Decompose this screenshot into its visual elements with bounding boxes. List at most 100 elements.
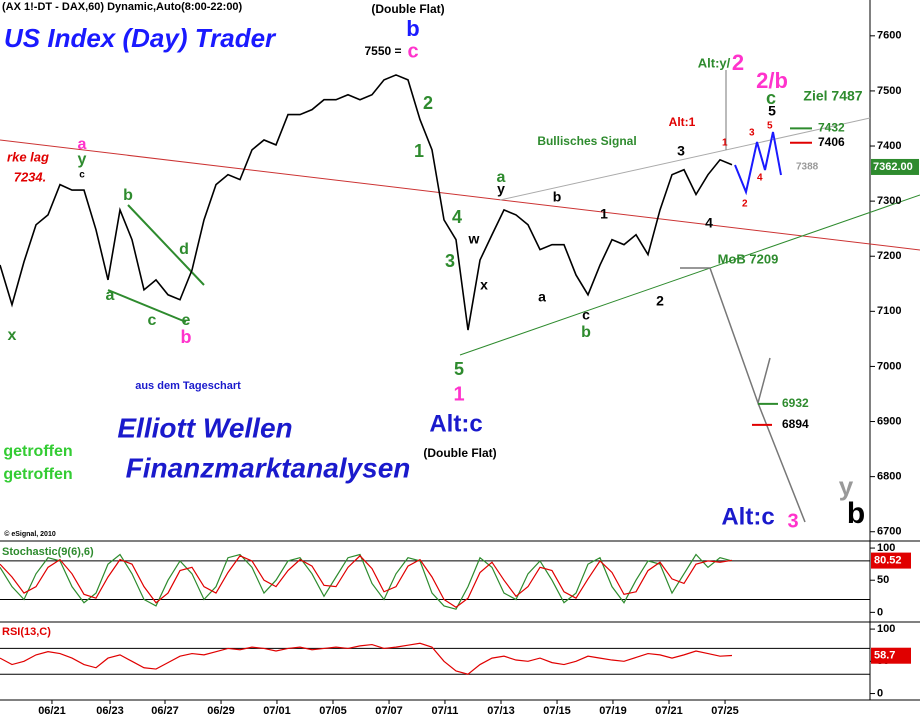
x-tick-label: 07/15 <box>543 705 571 717</box>
price-line <box>0 74 733 331</box>
y-tick-label: 100 <box>877 542 895 554</box>
annotation: w <box>468 231 480 247</box>
projection <box>680 267 771 406</box>
annotation: a <box>497 169 506 186</box>
y-tick-label: 50 <box>877 574 889 586</box>
y-tick-label: 7400 <box>877 140 901 152</box>
annotation: 4 <box>705 215 713 231</box>
annotation: 2 <box>423 93 433 113</box>
projection <box>757 402 806 523</box>
osc-line <box>0 553 733 610</box>
annotation: c <box>79 170 85 181</box>
annotation: y <box>839 471 854 501</box>
x-tick-label: 06/23 <box>96 705 124 717</box>
annotation: Alt:c <box>721 503 774 530</box>
annotation: c <box>148 312 157 329</box>
annotation: (Double Flat) <box>371 2 444 16</box>
last-value-box <box>871 552 911 569</box>
annotation: d <box>179 241 189 258</box>
annotation: e <box>182 312 191 329</box>
label: 5 <box>767 121 773 132</box>
x-tick-label: 07/21 <box>655 705 683 717</box>
annotation: y <box>497 181 505 197</box>
annotation: b <box>553 189 562 205</box>
annotation: 3 <box>677 143 685 159</box>
annotation: 2/b <box>756 68 788 93</box>
annotation: c <box>766 88 776 108</box>
y-tick-label: 7300 <box>877 195 901 207</box>
label: 2 <box>742 199 748 210</box>
annotation: a <box>78 136 87 153</box>
y-tick-label: 7500 <box>877 85 901 97</box>
y-tick-label: 100 <box>877 623 895 635</box>
annotation: (Double Flat) <box>423 446 496 460</box>
y-tick-label: 7100 <box>877 305 901 317</box>
x-tick-label: 07/19 <box>599 705 627 717</box>
x-tick-label: 07/11 <box>431 705 458 717</box>
annotation: Alt:c <box>429 410 482 437</box>
trend-line <box>499 117 871 201</box>
annotation: 2 <box>732 50 744 75</box>
annotation: c <box>582 307 590 323</box>
last-price-label: 7362.00 <box>873 161 913 173</box>
title: US Index (Day) Trader <box>4 23 277 53</box>
x-tick-label: 07/25 <box>711 705 739 717</box>
level-label: 7388 <box>796 161 819 172</box>
last-value-label: 58.7 <box>874 650 895 662</box>
wedge-line <box>107 289 187 323</box>
last-price-box <box>871 158 919 175</box>
y-tick-label: 7000 <box>877 360 901 372</box>
y-tick-label: 6800 <box>877 471 901 483</box>
osc-line <box>0 642 733 675</box>
trend-line <box>0 139 920 251</box>
header: (AX 1!-DT - DAX,60) Dynamic,Auto(8:00-22… <box>2 1 243 13</box>
annotation: y <box>78 151 87 168</box>
y-tick-label: 0 <box>877 687 883 699</box>
level-label: 7432 <box>818 121 845 135</box>
y-tick-label: 6700 <box>877 526 901 538</box>
osc-line <box>0 554 733 608</box>
y-tick-label: 7600 <box>877 30 901 42</box>
annotation: Alt:1 <box>669 115 696 129</box>
annotation: Finanzmarktanalysen <box>126 452 411 483</box>
forecast-labels: 1 2 3 4 5 <box>722 121 773 210</box>
annotation: a <box>538 289 546 305</box>
annotation: aus dem Tageschart <box>135 380 241 392</box>
annotation: 3 <box>445 251 455 271</box>
trend-line <box>459 194 920 356</box>
y-tick-label: 7200 <box>877 250 901 262</box>
annotation: b <box>123 187 133 204</box>
y-tick-label: 0 <box>877 606 883 618</box>
annotation: x <box>8 327 17 344</box>
annotation: Elliott Wellen <box>117 412 292 443</box>
annotation: b <box>181 327 192 347</box>
last-value-label: 80.52 <box>874 555 902 567</box>
annotation: 1 <box>414 141 424 161</box>
annotation: 3 <box>787 510 798 532</box>
forecast-zigzag <box>734 131 782 196</box>
annotation: getroffen <box>3 466 72 483</box>
annotation: 1 <box>453 383 464 405</box>
annotation: 4 <box>452 207 462 227</box>
level-label: 6894 <box>782 417 809 431</box>
last-value-box <box>871 647 911 664</box>
annotation: Ziel 7487 <box>803 88 862 104</box>
annotation: b <box>406 16 419 41</box>
y-tick-label: 6900 <box>877 415 901 427</box>
annotation: 7234. <box>14 169 47 184</box>
annotation: getroffen <box>3 443 72 460</box>
x-tick-label: 06/29 <box>207 705 235 717</box>
x-tick-label: 06/21 <box>38 705 66 717</box>
level-label: 6932 <box>782 396 809 410</box>
annotation: Bullisches Signal <box>537 134 636 148</box>
annotation: © eSignal, 2010 <box>4 530 56 538</box>
annotation: c <box>407 40 418 62</box>
annotation: x <box>480 277 488 293</box>
annotation: b <box>581 324 591 341</box>
label: 1 <box>722 138 728 149</box>
x-tick-label: 07/07 <box>375 705 403 717</box>
annotation: rke lag <box>7 149 49 164</box>
annotation: MoB 7209 <box>718 251 779 266</box>
